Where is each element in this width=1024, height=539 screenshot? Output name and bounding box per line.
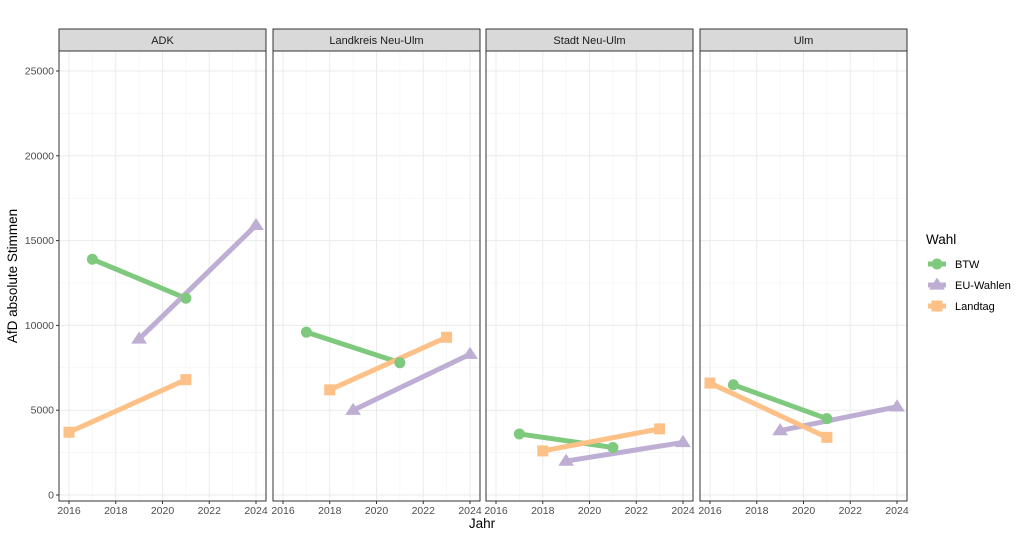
panel-ulm: Ulm 2016 2018 2020 2022 2024 — [698, 28, 909, 517]
series-line-btw — [91, 256, 187, 301]
series-line-landtag — [328, 334, 448, 393]
data-point-btw — [727, 379, 739, 391]
legend-title: Wahl — [926, 232, 956, 247]
y-axis: 0 5000 10000 15000 20000 25000 — [25, 66, 59, 502]
panel-title: Landkreis Neu-Ulm — [329, 35, 423, 47]
y-tick-label: 15000 — [25, 235, 54, 247]
x-tick-label: 2024 — [671, 505, 695, 517]
data-point-btw — [300, 326, 312, 338]
data-point-eu-wahlen — [772, 423, 788, 436]
series-line-eu-wahlen — [137, 223, 258, 341]
series-line-landtag — [67, 377, 187, 435]
series-line-eu-wahlen — [352, 351, 472, 413]
x-tick-label: 2024 — [885, 505, 909, 517]
x-axis-title: Jahr — [469, 516, 496, 531]
x-tick-label: 2018 — [531, 505, 555, 517]
panel-adk: ADK 2016 2018 2020 2022 2024 — [57, 28, 268, 517]
x-tick-label: 2018 — [745, 505, 769, 517]
series-line-btw — [732, 382, 828, 422]
y-axis-title: AfD absolute Stimmen — [5, 209, 20, 343]
series-line-landtag — [542, 426, 661, 454]
legend-marker-landtag — [931, 300, 943, 312]
data-point-eu-wahlen — [558, 453, 574, 466]
x-tick-label: 2022 — [412, 505, 436, 517]
series-line-btw — [519, 431, 614, 450]
x-tick-label: 2022 — [839, 505, 863, 517]
legend-label: Landtag — [955, 301, 995, 313]
y-tick-label: 10000 — [25, 320, 54, 332]
x-tick-label: 2024 — [244, 505, 268, 517]
legend-keys: BTW EU-Wahlen Landtag — [928, 258, 1011, 313]
panel-title: Ulm — [794, 35, 814, 47]
series-line-btw — [305, 329, 401, 366]
x-tick-label: 2020 — [578, 505, 602, 517]
data-point-landtag — [441, 331, 453, 343]
data-point-eu-wahlen — [675, 434, 691, 448]
legend-label: EU-Wahlen — [955, 280, 1011, 292]
x-tick-label: 2018 — [104, 505, 128, 517]
data-point-landtag — [821, 431, 833, 443]
data-point-eu-wahlen — [248, 217, 264, 230]
data-point-eu-wahlen — [345, 402, 361, 415]
x-tick-label: 2022 — [625, 505, 649, 517]
data-point-eu-wahlen — [131, 331, 147, 344]
legend-marker-btw — [931, 258, 943, 270]
legend-key-btw: BTW — [928, 258, 980, 271]
legend-key-eu-wahlen: EU-Wahlen — [928, 277, 1011, 292]
legend-label: BTW — [955, 259, 980, 271]
data-point-landtag — [704, 377, 716, 389]
x-tick-label: 2020 — [792, 505, 816, 517]
panel-title: Stadt Neu-Ulm — [553, 35, 625, 47]
x-tick-label: 2020 — [151, 505, 175, 517]
legend-marker-eu-wahlen — [929, 277, 945, 290]
data-point-eu-wahlen — [462, 346, 478, 359]
data-point-btw — [607, 442, 619, 454]
panel-landkreis-neu-ulm: Landkreis Neu-Ulm 2016 2018 2020 2022 2024 — [271, 28, 482, 517]
y-tick-label: 5000 — [31, 405, 55, 417]
x-tick-label: 2022 — [198, 505, 222, 517]
x-tick-label: 2018 — [318, 505, 342, 517]
y-tick-label: 20000 — [25, 150, 54, 162]
data-point-landtag — [654, 423, 666, 435]
data-point-landtag — [180, 374, 192, 386]
data-point-btw — [180, 292, 192, 304]
data-point-btw — [513, 428, 525, 440]
data-point-landtag — [537, 445, 549, 457]
x-tick-label: 2016 — [484, 505, 508, 517]
x-tick-label: 2020 — [365, 505, 389, 517]
y-tick-label: 0 — [48, 490, 54, 502]
data-point-landtag — [63, 426, 75, 438]
legend-key-landtag: Landtag — [928, 300, 995, 313]
data-point-eu-wahlen — [889, 399, 905, 412]
data-point-btw — [821, 413, 833, 425]
panel-title: ADK — [151, 35, 174, 47]
x-tick-label: 2024 — [458, 505, 482, 517]
series-line-landtag — [708, 380, 828, 440]
data-point-landtag — [324, 384, 336, 396]
series-line-eu-wahlen — [565, 439, 684, 464]
data-point-btw — [394, 357, 406, 369]
data-point-btw — [86, 253, 98, 265]
x-tick-label: 2016 — [57, 505, 81, 517]
y-tick-label: 25000 — [25, 66, 54, 78]
panel-stadt-neu-ulm: Stadt Neu-Ulm 2016 2018 2020 2022 2024 — [484, 28, 695, 517]
x-tick-label: 2016 — [698, 505, 722, 517]
x-tick-label: 2016 — [271, 505, 295, 517]
legend: Wahl BTW EU-Wahlen Landtag — [926, 232, 1011, 313]
